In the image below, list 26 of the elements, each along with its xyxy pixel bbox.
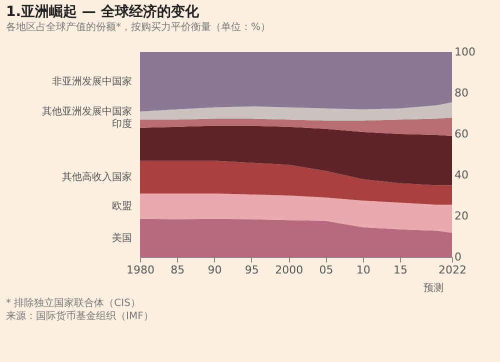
series-label: 非亚洲发展中国家 — [52, 76, 132, 88]
y-tick-label: 80 — [454, 86, 468, 100]
series-label: 印度 — [112, 118, 132, 130]
x-tick-label: 15 — [394, 264, 408, 276]
y-tick-label: 0 — [454, 250, 462, 264]
series-label: 其他亚洲发展中国家 — [42, 105, 132, 118]
y-tick-label: 40 — [454, 168, 468, 182]
chart-subtitle: 各地区占全球产值的份额*，按购买力平价衡量（单位：%） — [6, 21, 271, 33]
y-tick-label: 100 — [454, 46, 476, 58]
source-note: 来源：国际货币基金组织（IMF） — [6, 310, 154, 323]
x-tick-label: 05 — [319, 264, 334, 276]
x-tick-label: 85 — [170, 264, 185, 276]
x-tick-label: 90 — [208, 264, 222, 276]
series-label: 欧盟 — [112, 200, 132, 212]
series-label: 美国 — [112, 232, 132, 244]
annotation: 预测 — [423, 282, 444, 294]
x-tick-label: 2000 — [275, 264, 304, 276]
text: * 排除独立国家联合体（CIS） — [6, 297, 142, 310]
y-tick-label: 20 — [454, 210, 468, 222]
x-tick-label: 95 — [244, 264, 259, 276]
x-tick-label: 10 — [356, 264, 370, 276]
series-label: 其他高收入国家 — [62, 171, 132, 184]
y-tick-label: 60 — [454, 128, 468, 140]
x-tick-label: 1980 — [126, 264, 154, 276]
x-tick-label: 2022 — [438, 264, 466, 276]
chart-title: 1.亚洲崛起 — 全球经济的变化 — [6, 3, 200, 20]
